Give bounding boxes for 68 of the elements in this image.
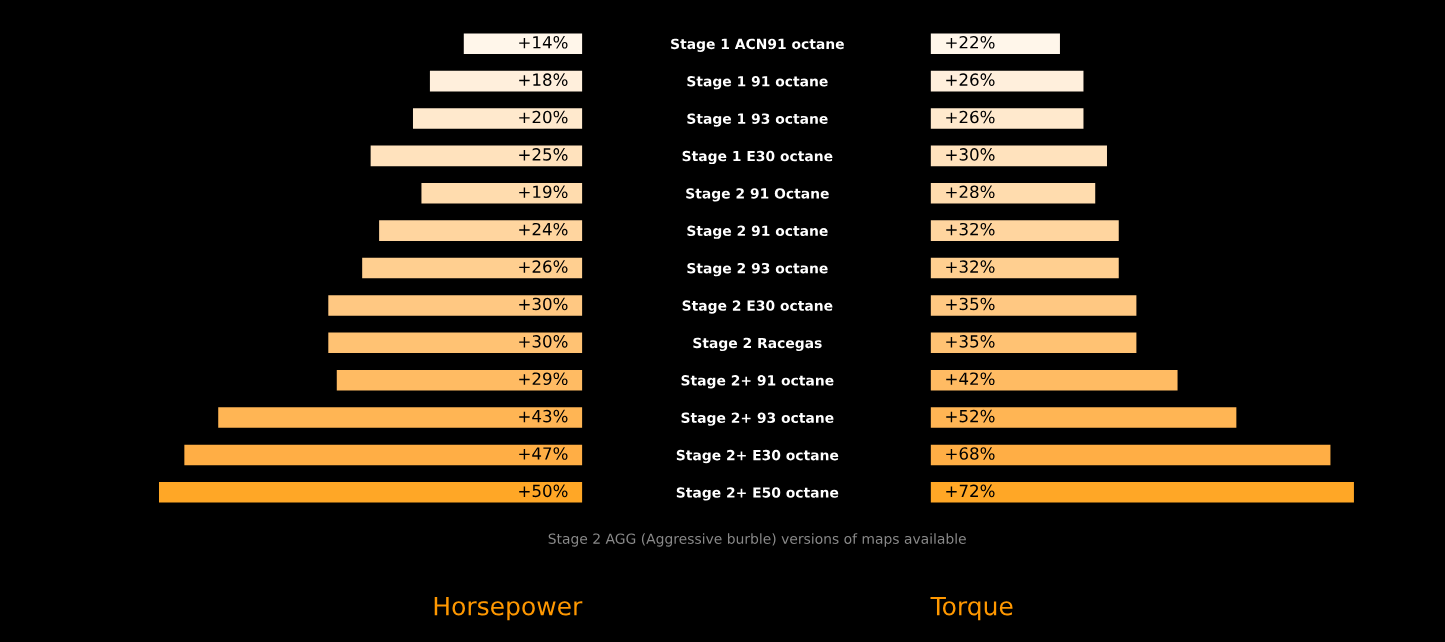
bar <box>412 108 583 129</box>
y-tick-label: Stage 2+ E30 octane <box>676 449 839 464</box>
data-label: +42% <box>946 372 995 386</box>
data-label: +32% <box>946 222 995 236</box>
bar <box>930 257 1119 279</box>
data-label: +19% <box>519 185 568 199</box>
y-tick-label: Stage 2 91 octane <box>687 225 828 239</box>
data-label: +32% <box>946 260 995 273</box>
bar <box>930 332 1137 354</box>
bar <box>328 295 583 316</box>
text: Torque <box>930 596 1013 621</box>
y-tick-label: Stage 1 91 octane <box>687 76 828 90</box>
data-label: +22% <box>946 35 995 49</box>
bar <box>930 182 1096 204</box>
data-label: +68% <box>946 447 995 460</box>
text: Stage 2 AGG (Aggressive burble) versions of maps available <box>548 533 966 547</box>
bar <box>930 369 1178 391</box>
bar <box>328 332 583 354</box>
data-label: +50% <box>519 484 568 498</box>
y-tick-label: Stage 2 E30 octane <box>682 300 833 314</box>
bar <box>930 482 1354 503</box>
bar <box>930 33 1060 55</box>
data-label: +35% <box>946 297 995 311</box>
y-tick-label: Stage 2+ E50 octane <box>676 487 839 501</box>
data-label: +30% <box>519 297 568 311</box>
data-label: +26% <box>519 260 568 273</box>
data-label: +26% <box>946 73 995 86</box>
bar <box>930 145 1107 167</box>
data-label: +18% <box>519 73 568 86</box>
y-tick-label: Stage 1 93 octane <box>687 113 828 127</box>
data-label: +20% <box>519 110 568 124</box>
y-tick-label: Stage 2 91 Octane <box>686 188 829 202</box>
data-label: +30% <box>946 148 995 161</box>
bar <box>379 220 583 241</box>
bar <box>930 407 1237 428</box>
bar <box>930 295 1137 316</box>
bar <box>930 444 1331 466</box>
data-label: +24% <box>519 222 568 236</box>
text: Horsepower <box>434 596 583 621</box>
bar <box>463 33 583 55</box>
data-label: +72% <box>946 484 995 498</box>
bar <box>370 145 583 167</box>
data-label: +52% <box>946 409 995 423</box>
y-tick-label: Stage 2+ 93 octane <box>681 412 834 426</box>
data-label: +30% <box>519 335 568 348</box>
bar <box>362 257 583 279</box>
data-label: +25% <box>519 148 568 161</box>
y-tick-label: Stage 1 ACN91 octane <box>671 38 844 52</box>
bar <box>184 444 583 466</box>
y-tick-label: Stage 1 E30 octane <box>682 150 833 165</box>
bar <box>930 70 1084 92</box>
data-label: +47% <box>519 447 568 460</box>
data-label: +14% <box>519 35 568 49</box>
bar <box>930 220 1119 241</box>
data-label: +28% <box>946 185 995 199</box>
y-tick-label: Stage 2 Racegas <box>693 337 822 352</box>
y-tick-label: Stage 2 93 octane <box>687 262 828 277</box>
bar <box>429 70 583 92</box>
bar <box>158 482 583 503</box>
data-label: +26% <box>946 110 995 124</box>
bar <box>218 407 583 428</box>
bar <box>930 108 1084 129</box>
data-label: +29% <box>519 372 568 386</box>
data-label: +35% <box>946 335 995 348</box>
bar <box>336 369 583 391</box>
data-label: +43% <box>519 409 568 423</box>
bar <box>421 182 583 204</box>
y-tick-label: Stage 2+ 91 octane <box>681 375 834 389</box>
